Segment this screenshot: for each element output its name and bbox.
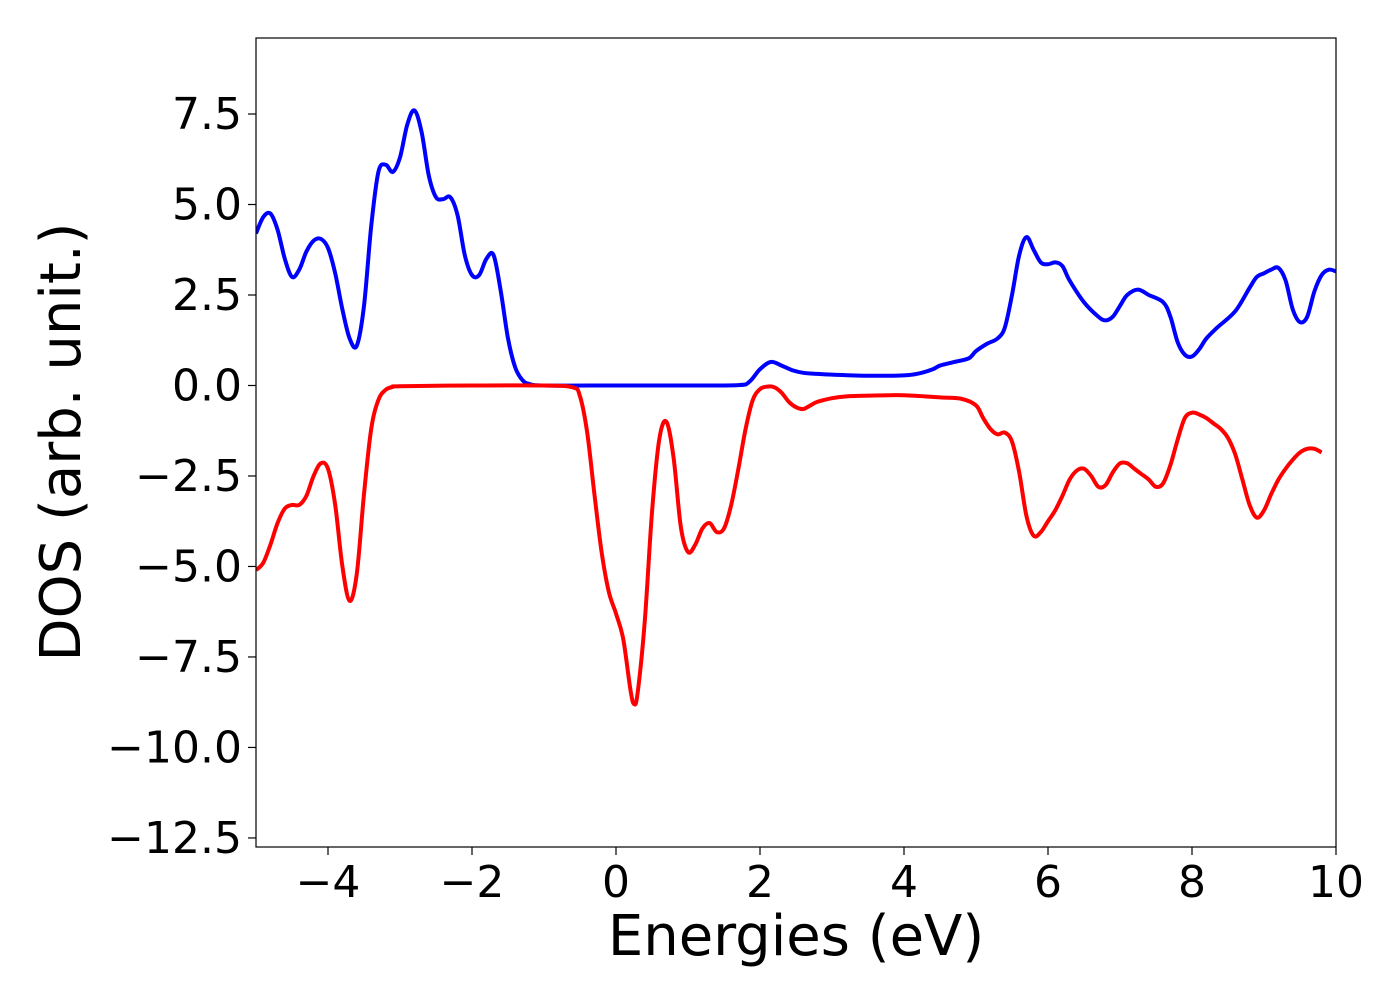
y-tick-label: −5.0 bbox=[135, 541, 242, 592]
series-line-1 bbox=[256, 108, 1336, 388]
y-tick-label: 5.0 bbox=[172, 180, 242, 231]
plot-frame bbox=[255, 37, 1337, 848]
x-tick-label: 2 bbox=[746, 857, 774, 908]
x-tick-label: 0 bbox=[602, 857, 630, 908]
y-tick-label: −10.0 bbox=[107, 722, 242, 773]
x-tick-label: 8 bbox=[1178, 857, 1206, 908]
series-line-2 bbox=[256, 383, 1323, 707]
y-tick-label: −7.5 bbox=[135, 632, 242, 683]
y-tick-label: 2.5 bbox=[172, 270, 242, 321]
x-tick-label: 4 bbox=[890, 857, 918, 908]
y-tick-label: −12.5 bbox=[107, 813, 242, 864]
x-tick-label: −4 bbox=[296, 857, 361, 908]
x-tick-label: 10 bbox=[1308, 857, 1364, 908]
x-tick-label: 6 bbox=[1034, 857, 1062, 908]
y-tick-label: 0.0 bbox=[172, 360, 242, 411]
y-tick-label: −2.5 bbox=[135, 451, 242, 502]
x-axis: −4 −2 0 2 4 6 8 10 bbox=[296, 847, 1364, 908]
series-layer bbox=[256, 108, 1336, 707]
x-tick-label: −2 bbox=[440, 857, 505, 908]
y-axis-title: DOS (arb. unit.) bbox=[29, 222, 94, 661]
y-axis: 7.5 5.0 2.5 0.0 −2.5 −5.0 −7.5 −10.0 −12.5 bbox=[107, 89, 256, 864]
y-tick-label: 7.5 bbox=[172, 89, 242, 140]
x-axis-title: Energies (eV) bbox=[608, 904, 984, 969]
